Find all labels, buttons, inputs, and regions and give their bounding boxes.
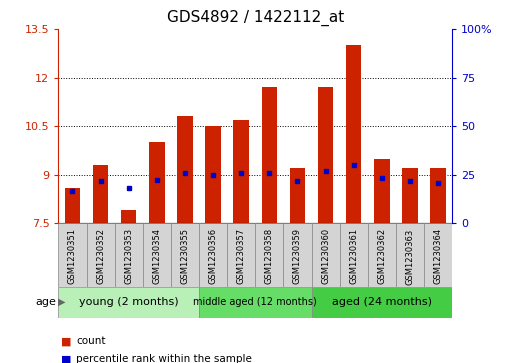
Text: GSM1230356: GSM1230356: [209, 228, 217, 285]
Text: GSM1230362: GSM1230362: [377, 228, 386, 285]
Bar: [177, 117, 193, 223]
Bar: [86, 223, 115, 287]
Bar: [402, 168, 418, 223]
Text: GSM1230351: GSM1230351: [68, 228, 77, 284]
Text: ■: ■: [61, 336, 72, 346]
Text: young (2 months): young (2 months): [79, 297, 178, 307]
Bar: [311, 223, 340, 287]
Bar: [58, 287, 199, 318]
Bar: [374, 159, 390, 223]
Text: GSM1230363: GSM1230363: [405, 228, 415, 285]
Bar: [311, 287, 452, 318]
Bar: [318, 87, 333, 223]
Text: ▶: ▶: [58, 297, 66, 307]
Text: GSM1230357: GSM1230357: [237, 228, 246, 285]
Text: GSM1230358: GSM1230358: [265, 228, 274, 285]
Bar: [171, 223, 199, 287]
Text: aged (24 months): aged (24 months): [332, 297, 432, 307]
Bar: [227, 223, 255, 287]
Text: GSM1230364: GSM1230364: [433, 228, 442, 285]
Text: GSM1230353: GSM1230353: [124, 228, 133, 285]
Bar: [396, 223, 424, 287]
Text: count: count: [76, 336, 106, 346]
Bar: [205, 126, 221, 223]
Text: GSM1230361: GSM1230361: [349, 228, 358, 285]
Bar: [430, 168, 446, 223]
Bar: [368, 223, 396, 287]
Bar: [262, 87, 277, 223]
Bar: [143, 223, 171, 287]
Bar: [424, 223, 452, 287]
Text: percentile rank within the sample: percentile rank within the sample: [76, 354, 252, 363]
Bar: [121, 210, 137, 223]
Bar: [340, 223, 368, 287]
Bar: [283, 223, 311, 287]
Text: GSM1230352: GSM1230352: [96, 228, 105, 284]
Text: middle aged (12 months): middle aged (12 months): [194, 297, 317, 307]
Bar: [149, 142, 165, 223]
Text: GSM1230359: GSM1230359: [293, 228, 302, 284]
Text: GSM1230355: GSM1230355: [180, 228, 189, 284]
Text: age: age: [35, 297, 56, 307]
Bar: [58, 223, 86, 287]
Bar: [234, 120, 249, 223]
Title: GDS4892 / 1422112_at: GDS4892 / 1422112_at: [167, 10, 344, 26]
Text: GSM1230360: GSM1230360: [321, 228, 330, 285]
Bar: [255, 223, 283, 287]
Bar: [346, 45, 361, 223]
Text: GSM1230354: GSM1230354: [152, 228, 162, 284]
Bar: [65, 188, 80, 223]
Bar: [290, 168, 305, 223]
Bar: [115, 223, 143, 287]
Bar: [93, 165, 108, 223]
Bar: [199, 287, 311, 318]
Text: ■: ■: [61, 354, 72, 363]
Bar: [199, 223, 227, 287]
